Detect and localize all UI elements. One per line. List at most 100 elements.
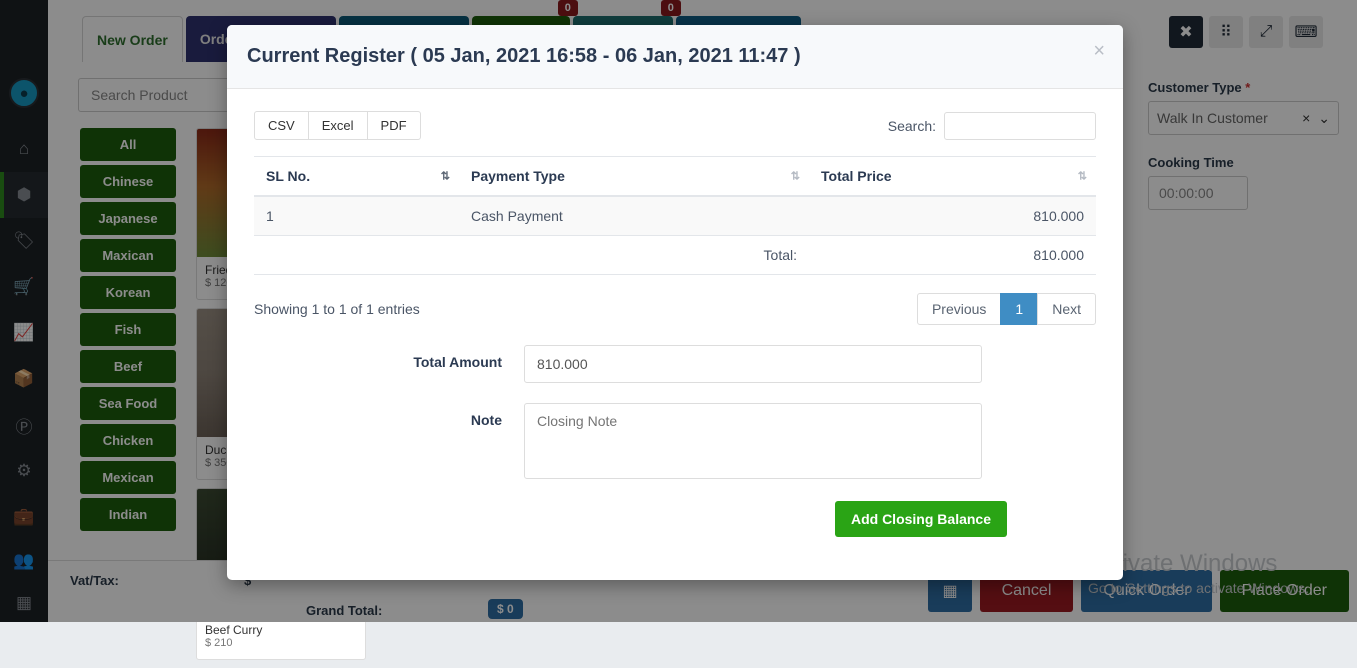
cell-payment-type: Cash Payment	[459, 196, 809, 236]
note-textarea[interactable]	[524, 403, 982, 479]
product-price: $ 120	[205, 277, 233, 290]
category-japanese[interactable]: Japanese	[80, 202, 176, 235]
left-sidebar: ● ⌂ ⬢ 🏷 🛒 📈 📦 Ⓟ ⚙ 💼 👥 ▦	[0, 0, 48, 622]
search-product-placeholder: Search Product	[91, 87, 188, 103]
sidebar-item-reports[interactable]: 📈	[0, 310, 48, 356]
export-buttons: CSV Excel PDF	[254, 111, 421, 140]
tab-badge: 0	[660, 0, 681, 16]
sidebar-item-home[interactable]: ⌂	[0, 126, 48, 172]
cooking-time-label: Cooking Time	[1148, 155, 1234, 170]
sort-both-icon: ⇅	[790, 170, 800, 183]
customer-type-value: Walk In Customer	[1157, 110, 1268, 126]
customer-type-select[interactable]: Walk In Customer × ⌄	[1148, 101, 1339, 135]
tab-badge: 0	[557, 0, 578, 16]
pagination-page-1[interactable]: 1	[1000, 293, 1039, 325]
table-body: 1 Cash Payment 810.000	[254, 196, 1096, 236]
customer-type-label: Customer Type *	[1148, 80, 1251, 95]
p-circle-icon: Ⓟ	[15, 417, 33, 437]
pagination: Previous 1 Next	[916, 293, 1096, 325]
cube-icon: ⬢	[16, 185, 32, 204]
category-maxican[interactable]: Maxican	[80, 239, 176, 272]
category-beef[interactable]: Beef	[80, 350, 176, 383]
order-action-buttons: ▦ Cancel Quick Order Place Order	[928, 570, 1349, 612]
grand-total-label: Grand Total:	[306, 603, 383, 618]
column-header-total-price[interactable]: Total Price ⇅	[809, 156, 1096, 197]
cooking-time-input[interactable]: 00:00:00	[1148, 176, 1248, 210]
export-excel-button[interactable]: Excel	[307, 111, 368, 140]
sort-both-icon: ⇅	[1077, 170, 1087, 183]
home-icon: ⌂	[18, 139, 30, 158]
window-controls: ✖ ⠿ ⤢ ⌨	[1169, 16, 1323, 48]
clear-selection-icon[interactable]: ×	[1302, 109, 1311, 126]
category-korean[interactable]: Korean	[80, 276, 176, 309]
sidebar-item-tags[interactable]: 🏷	[0, 218, 48, 264]
cart-icon: 🛒	[13, 277, 35, 296]
required-asterisk: *	[1245, 80, 1251, 95]
cell-sl-no: 1	[254, 196, 459, 236]
category-chicken[interactable]: Chicken	[80, 424, 176, 457]
briefcase-icon: 💼	[13, 507, 35, 526]
search-label: Search:	[887, 117, 936, 134]
close-window-icon[interactable]: ✖	[1169, 16, 1203, 48]
cooking-time-value: 00:00:00	[1159, 185, 1214, 201]
sidebar-item-users[interactable]: 👥	[0, 538, 48, 584]
search-input[interactable]	[944, 111, 1096, 140]
category-mexican[interactable]: Mexican	[80, 461, 176, 494]
export-csv-button[interactable]: CSV	[254, 111, 309, 140]
modal-actions: Add Closing Balance	[254, 501, 1096, 537]
grand-total-value: $ 0	[488, 599, 523, 619]
vat-tax-value: $	[244, 573, 252, 588]
order-detail-panel: Customer Type * Walk In Customer × ⌄ Coo…	[1130, 62, 1357, 622]
sidebar-item-products[interactable]: ⬢	[0, 172, 48, 218]
category-sea-food[interactable]: Sea Food	[80, 387, 176, 420]
sidebar-item-inventory[interactable]: 📦	[0, 356, 48, 402]
current-register-modal: Current Register ( 05 Jan, 2021 16:58 - …	[227, 25, 1123, 580]
note-label: Note	[470, 412, 502, 428]
gear-icon: ⚙	[16, 461, 32, 480]
table-header-row: SL No. ⇅ Payment Type ⇅ Total Price ⇅	[254, 156, 1096, 197]
package-icon: 📦	[13, 369, 35, 388]
footer-total-value: 810.000	[809, 235, 1096, 275]
sidebar-item-briefcase[interactable]: 💼	[0, 494, 48, 540]
export-pdf-button[interactable]: PDF	[366, 111, 421, 140]
category-fish[interactable]: Fish	[80, 313, 176, 346]
avatar[interactable]: ●	[9, 78, 39, 108]
sidebar-item-purchase[interactable]: Ⓟ	[0, 402, 48, 448]
tag-icon: 🏷	[13, 231, 35, 250]
note-row: Note	[254, 403, 1096, 479]
close-icon[interactable]: ×	[1093, 40, 1105, 62]
sidebar-item-qrcode[interactable]: ▦	[0, 580, 48, 626]
keyboard-icon[interactable]: ⌨	[1289, 16, 1323, 48]
tab-new-order[interactable]: New Order	[82, 16, 183, 62]
category-chinese[interactable]: Chinese	[80, 165, 176, 198]
sidebar-item-settings[interactable]: ⚙	[0, 448, 48, 494]
table-row[interactable]: 1 Cash Payment 810.000	[254, 196, 1096, 236]
column-header-payment-type[interactable]: Payment Type ⇅	[459, 156, 809, 197]
datatable-search: Search:	[887, 111, 1096, 140]
sort-ascending-icon: ⇅	[440, 170, 450, 183]
chevron-down-icon[interactable]: ⌄	[1318, 109, 1330, 126]
column-label: Payment Type	[471, 168, 565, 184]
users-icon: 👥	[13, 551, 35, 570]
category-list: All Chinese Japanese Maxican Korean Fish…	[80, 128, 176, 535]
pagination-previous[interactable]: Previous	[916, 293, 1002, 325]
grid-apps-icon[interactable]: ⠿	[1209, 16, 1243, 48]
sidebar-item-cart[interactable]: 🛒	[0, 264, 48, 310]
modal-title: Current Register ( 05 Jan, 2021 16:58 - …	[247, 45, 801, 67]
datatable-toolbar: CSV Excel PDF Search:	[254, 111, 1096, 140]
place-order-button[interactable]: Place Order	[1219, 570, 1349, 612]
column-header-sl-no[interactable]: SL No. ⇅	[254, 156, 459, 197]
table-header: SL No. ⇅ Payment Type ⇅ Total Price ⇅	[254, 156, 1096, 197]
category-all[interactable]: All	[80, 128, 176, 161]
pagination-next[interactable]: Next	[1037, 293, 1096, 325]
datatable-footer: Showing 1 to 1 of 1 entries Previous 1 N…	[254, 293, 1096, 325]
modal-body: CSV Excel PDF Search: SL No. ⇅ Payment T…	[227, 89, 1123, 537]
total-amount-row: Total Amount	[254, 345, 1096, 383]
product-price: $ 210	[205, 637, 233, 650]
total-amount-input[interactable]	[524, 345, 982, 383]
category-indian[interactable]: Indian	[80, 498, 176, 531]
add-closing-balance-button[interactable]: Add Closing Balance	[834, 501, 1007, 537]
product-price: $ 350	[205, 457, 233, 470]
footer-total-label: Total:	[459, 235, 809, 275]
fullscreen-icon[interactable]: ⤢	[1249, 16, 1283, 48]
